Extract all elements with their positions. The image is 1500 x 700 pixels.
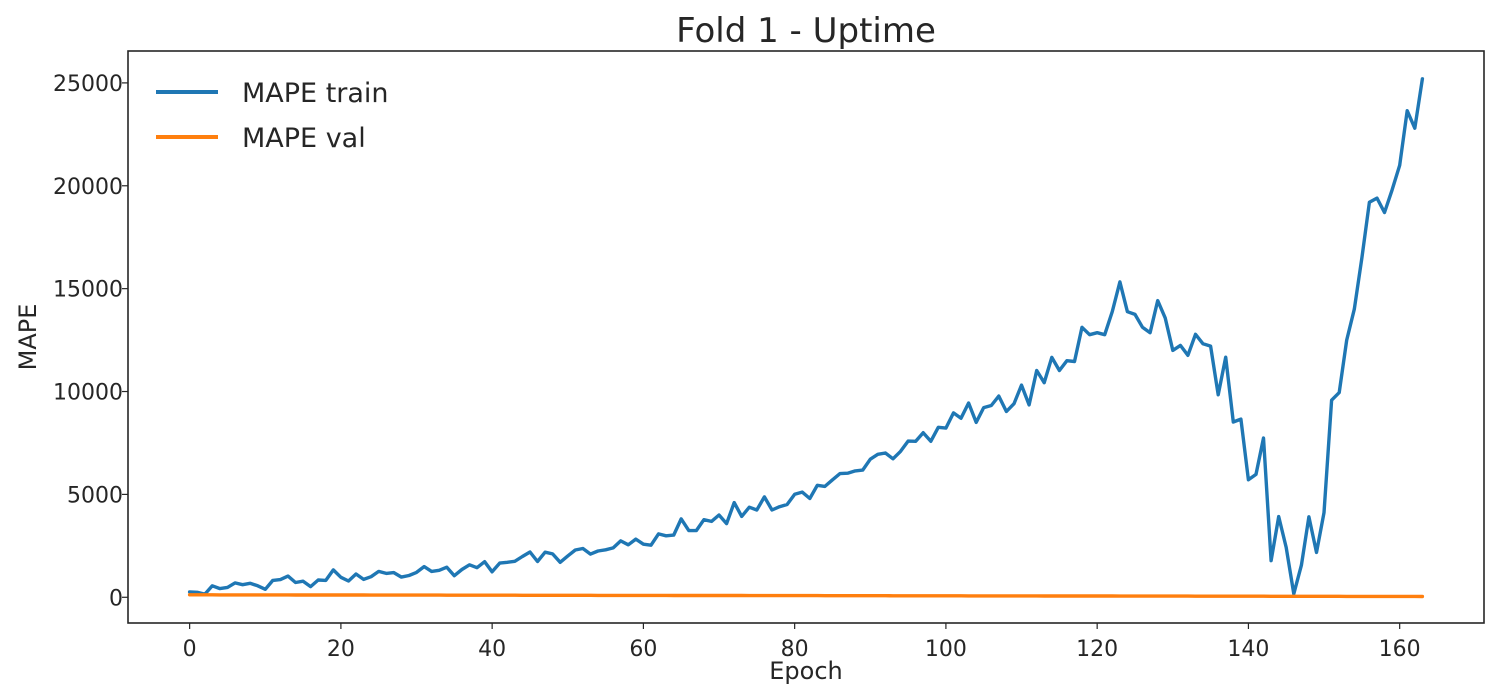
y-tick-label: 25000 <box>53 72 123 97</box>
x-axis-ticks: 0 20 40 60 80 100 120 140 160 <box>183 623 1421 662</box>
y-tick-label: 20000 <box>53 175 123 200</box>
series-line-val <box>187 593 1425 599</box>
x-tick-label: 80 <box>781 637 809 662</box>
y-tick-label: 5000 <box>67 483 123 508</box>
series-layer <box>187 77 1425 599</box>
legend-label: MAPE val <box>242 123 366 154</box>
x-tick-label: 20 <box>327 637 355 662</box>
x-tick-label: 140 <box>1227 637 1269 662</box>
y-tick-label: 15000 <box>53 278 123 303</box>
legend: MAPE train MAPE val <box>156 78 389 154</box>
chart-title: Fold 1 - Uptime <box>676 11 936 51</box>
y-tick-label: 10000 <box>53 381 123 406</box>
x-tick-label: 120 <box>1076 637 1118 662</box>
x-axis-title: Epoch <box>769 657 843 685</box>
x-tick-label: 40 <box>478 637 506 662</box>
x-tick-label: 60 <box>629 637 657 662</box>
plot-area <box>127 50 1485 624</box>
x-tick-label: 100 <box>925 637 967 662</box>
plot-frame <box>127 50 1485 624</box>
series-line-train <box>187 77 1425 596</box>
legend-label: MAPE train <box>242 78 389 109</box>
y-axis-ticks: 0 5000 10000 15000 20000 25000 <box>53 72 128 611</box>
y-axis-title: MAPE <box>14 304 42 371</box>
x-tick-label: 0 <box>183 637 197 662</box>
x-tick-label: 160 <box>1379 637 1421 662</box>
y-tick-label: 0 <box>109 586 123 611</box>
